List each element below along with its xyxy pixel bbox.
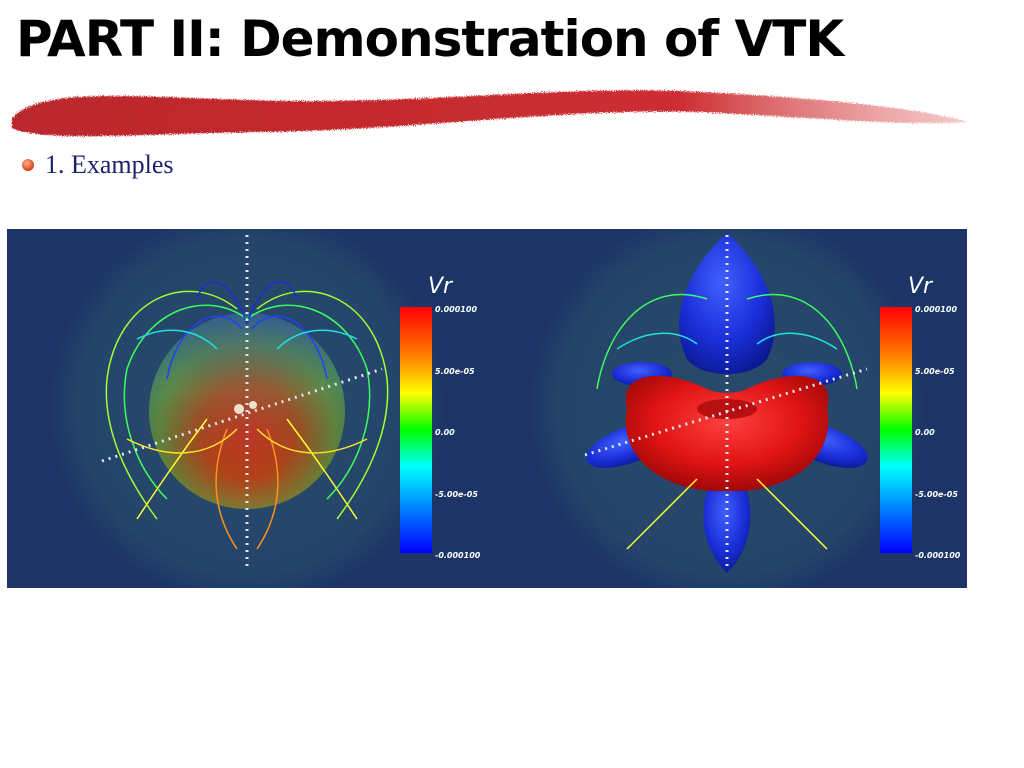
slide-title: PART II: Demonstration of VTK	[16, 10, 844, 68]
colorbar	[400, 307, 432, 553]
blue-lobe-bottom	[703, 479, 751, 573]
colorbar-tick-label: -5.00e-05	[915, 490, 958, 499]
streamlines	[105, 281, 389, 550]
blue-lobe-top	[679, 233, 775, 374]
bullet-item: 1. Examples	[22, 150, 174, 180]
colorbar-tick-label: -5.00e-05	[435, 490, 478, 499]
colorbar	[880, 307, 912, 553]
colorbar-tick-label: -0.000100	[435, 551, 481, 560]
axis-dots-diagonal	[101, 367, 383, 463]
colorbar-title: Vr	[908, 274, 934, 299]
red-brush-stroke	[12, 90, 968, 137]
colorbar-tick-label: 0.00	[915, 428, 935, 437]
axis-dots-diagonal	[584, 367, 868, 457]
colorbar-tick-label: 0.00	[435, 428, 455, 437]
bullet-text: 1. Examples	[45, 150, 174, 179]
colorbar-tick-label: 5.00e-05	[915, 367, 955, 376]
colorbar-tick-label: 5.00e-05	[435, 367, 475, 376]
bullet-icon	[22, 159, 34, 171]
vtk-visualization-figure: Vr 0.000100 5.00e-05 0.00 -5.00e-05 -0.0…	[7, 229, 967, 588]
colorbar-title: Vr	[428, 274, 454, 299]
colorbar-tick-label: 0.000100	[915, 305, 957, 314]
colorbar-tick-label: 0.000100	[435, 305, 477, 314]
colorbar-tick-label: -0.000100	[915, 551, 961, 560]
left-panel: Vr 0.000100 5.00e-05 0.00 -5.00e-05 -0.0…	[49, 229, 481, 588]
red-torus	[625, 375, 829, 492]
right-panel: Vr 0.000100 5.00e-05 0.00 -5.00e-05 -0.0…	[529, 229, 961, 588]
streamlines	[596, 293, 858, 550]
